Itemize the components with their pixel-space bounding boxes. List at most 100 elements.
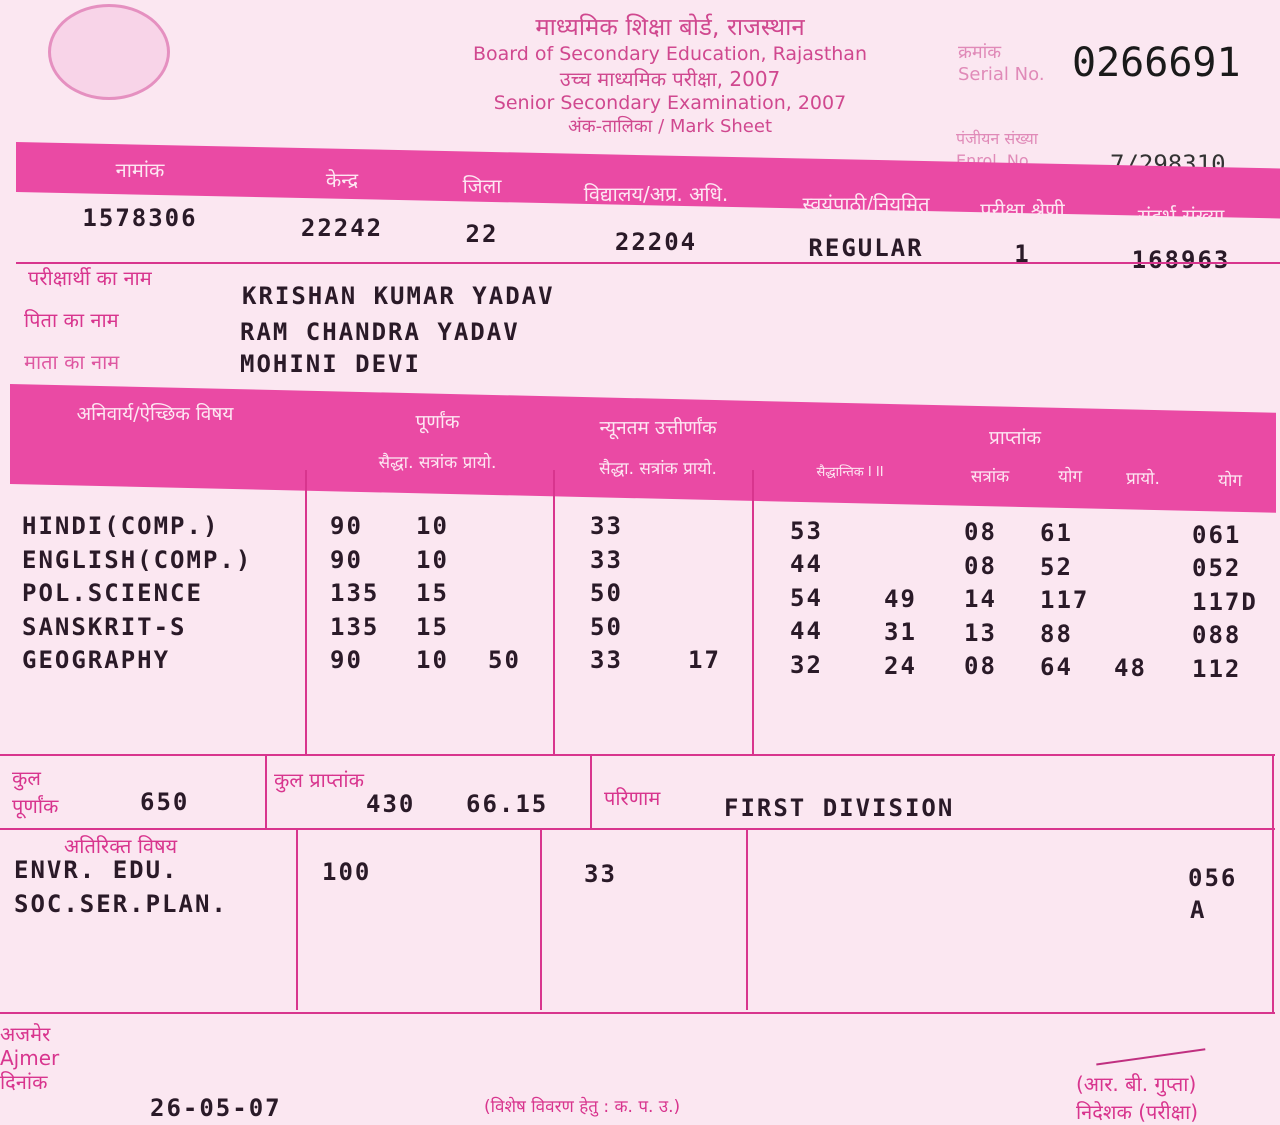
full-sessional-cell: 10: [416, 545, 449, 574]
grand-total-cell: 088: [1192, 621, 1242, 650]
mother-name-label: माता का नाम: [24, 350, 120, 374]
info-header-6: संदर्भ संख्या: [1137, 204, 1225, 228]
min-sub-header: सैद्धा. सत्रांक प्रायो.: [599, 459, 717, 479]
obt-total-cell: 61: [1040, 519, 1073, 548]
candidate-name-label: परीक्षार्थी का नाम: [28, 266, 152, 290]
footer-note: (विशेष विवरण हेतु : क. प. उ.): [484, 1097, 681, 1117]
serial-label: Serial No.: [958, 64, 1045, 85]
subject-header: अनिवार्य/ऐच्छिक विषय: [76, 403, 234, 425]
additional-subject: SOC.SER.PLAN.: [14, 890, 228, 918]
additional-grade: A: [1190, 896, 1207, 924]
result-label: परिणाम: [604, 786, 661, 810]
full-sessional-cell: 10: [416, 512, 449, 540]
min-theory-cell: 50: [590, 612, 623, 641]
min-marks-header: न्यूनतम उत्तीर्णांक: [599, 417, 717, 439]
place-hindi: अजमेर: [0, 1022, 51, 1046]
full-sub-header: सैद्धा. सत्रांक प्रायो.: [378, 453, 497, 473]
info-value-4: REGULAR: [808, 234, 924, 262]
grand-total-cell: 112: [1192, 654, 1242, 683]
info-value-1: 22242: [300, 214, 384, 242]
total-obtained: 430: [366, 790, 416, 818]
percentage: 66.15: [466, 790, 549, 818]
additional-subject: ENVR. EDU.: [14, 856, 179, 884]
full-sessional-cell: 15: [416, 612, 449, 641]
info-value-2: 22: [465, 220, 499, 248]
info-header-5: परीक्षा श्रेणी: [980, 198, 1065, 222]
obt-theory-1-cell: 44: [790, 617, 823, 646]
candidate-name: KRISHAN KUMAR YADAV: [242, 282, 555, 310]
additional-subjects-label: अतिरिक्त विषय: [64, 834, 178, 858]
total-full-marks: 650: [140, 788, 190, 816]
serial-number: 0266691: [1072, 40, 1241, 86]
info-header-1: केन्द्र: [325, 168, 359, 192]
obt-theory-header: सैद्धान्तिक I II: [816, 465, 884, 480]
obt-practical-cell: 48: [1114, 654, 1147, 682]
signatory-designation: निदेशक (परीक्षा): [1076, 1100, 1199, 1124]
additional-marks: 056: [1188, 864, 1238, 892]
subject-cell: ENGLISH(COMP.): [22, 545, 253, 574]
obt-theory-2-cell: 31: [884, 618, 917, 647]
obt-total-cell: 88: [1040, 619, 1073, 648]
min-theory-cell: 33: [590, 512, 623, 540]
obt-theory-2-cell: 49: [884, 584, 917, 613]
exam-hindi: उच्च माध्यमिक परीक्षा, 2007: [559, 67, 781, 91]
obt-practical-header: प्रायो.: [1126, 469, 1160, 489]
full-marks-header: पूर्णांक: [415, 411, 460, 433]
mother-name: MOHINI DEVI: [240, 350, 421, 378]
obt-theory-1-cell: 54: [790, 583, 823, 612]
father-name: RAM CHANDRA YADAV: [240, 318, 520, 346]
board-name: Board of Secondary Education, Rajasthan: [473, 43, 867, 65]
info-value-6: 168963: [1131, 246, 1231, 274]
obt-theory-2-cell: 24: [884, 651, 917, 680]
total-obtained-label: कुल प्राप्तांक: [274, 768, 364, 792]
subject-cell: SANSKRIT-S: [22, 612, 187, 641]
date-label: दिनांक: [0, 1070, 48, 1094]
enrol-label-hindi: पंजीयन संख्या: [956, 129, 1038, 148]
board-name-hindi: माध्यमिक शिक्षा बोर्ड, राजस्थान: [535, 13, 805, 41]
subject-cell: POL.SCIENCE: [22, 579, 203, 607]
signature: [1092, 1022, 1206, 1066]
obt-theory-1-cell: 53: [790, 516, 823, 545]
info-header-3: विद्यालय/अप्र. अधि.: [583, 182, 729, 206]
obtained-header: प्राप्तांक: [989, 427, 1041, 449]
board-logo: [48, 4, 170, 100]
father-name-label: पिता का नाम: [24, 308, 119, 332]
full-theory-cell: 90: [330, 545, 363, 574]
issue-date: 26-05-07: [150, 1094, 282, 1122]
min-theory-cell: 50: [590, 579, 623, 607]
signatory-name: (आर. बी. गुप्ता): [1076, 1072, 1197, 1096]
result: FIRST DIVISION: [724, 794, 955, 822]
obt-sessional-header: सत्रांक: [970, 467, 1010, 487]
info-header-2: जिला: [462, 174, 502, 198]
exam-name: Senior Secondary Examination, 2007: [493, 92, 847, 114]
obt-total-cell: 64: [1040, 653, 1073, 682]
serial-label-hindi: क्रमांक: [958, 42, 1002, 63]
grand-total-cell: 061: [1192, 520, 1242, 549]
info-value-0: 1578306: [82, 204, 198, 232]
place: Ajmer: [0, 1046, 60, 1070]
grand-total-cell: 052: [1192, 554, 1242, 583]
grand-total-header: योग: [1218, 471, 1242, 491]
additional-full-marks: 100: [322, 858, 372, 886]
min-practical-cell: 17: [688, 646, 721, 674]
full-sessional-cell: 10: [416, 646, 449, 674]
obt-sessional-cell: 08: [964, 551, 997, 580]
obt-total-cell: 52: [1040, 552, 1073, 581]
obt-theory-1-cell: 32: [790, 650, 823, 679]
obt-sessional-cell: 13: [964, 618, 997, 647]
obt-theory-1-cell: 44: [790, 550, 823, 579]
additional-min-marks: 33: [584, 860, 617, 888]
full-sessional-cell: 15: [416, 579, 449, 607]
sheet-title: अंक-तालिका / Mark Sheet: [568, 116, 772, 137]
total-full-label: कुल पूर्णांक: [12, 766, 59, 818]
full-theory-cell: 135: [330, 579, 380, 607]
obt-sessional-cell: 08: [964, 652, 997, 681]
grand-total-cell: 117D: [1192, 587, 1258, 616]
obt-total-header: योग: [1058, 467, 1082, 487]
full-theory-cell: 135: [330, 612, 380, 641]
info-value-5: 1: [1014, 240, 1031, 268]
subject-cell: GEOGRAPHY: [22, 646, 171, 674]
min-theory-cell: 33: [590, 646, 623, 674]
info-header-0: नामांक: [115, 158, 165, 182]
obt-total-cell: 117: [1040, 586, 1090, 615]
